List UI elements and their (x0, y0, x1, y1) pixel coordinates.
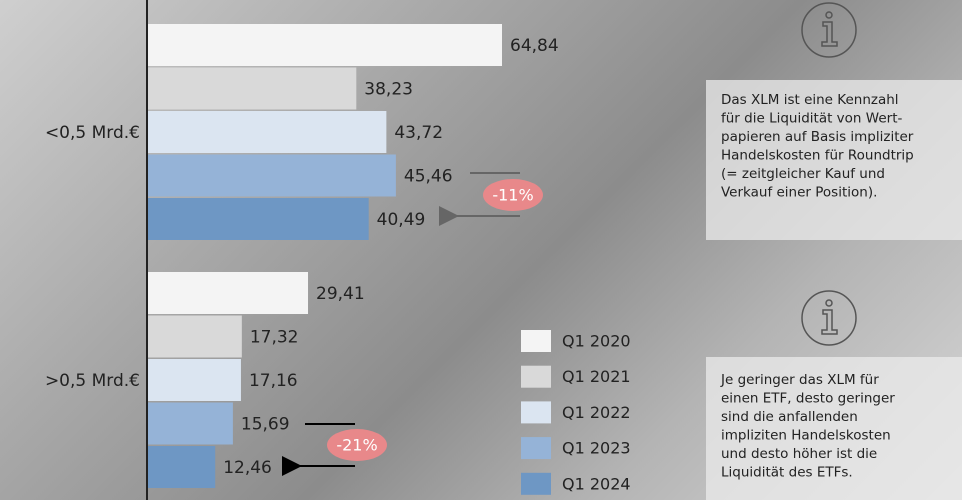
info-text: papieren auf Basis impliziter (721, 129, 914, 145)
value-label: 64,84 (510, 36, 559, 56)
bar (147, 402, 233, 445)
info-text: einen ETF, desto geringer (721, 391, 895, 407)
value-label: 17,32 (250, 328, 299, 348)
change-label: -11% (492, 186, 533, 205)
value-label: 38,23 (364, 80, 413, 100)
info-text: impliziten Handelskosten (721, 428, 891, 444)
info-text: sind die anfallenden (721, 409, 858, 425)
bar (147, 272, 309, 314)
value-label: 45,46 (404, 167, 453, 187)
legend-label: Q1 2023 (562, 439, 631, 458)
bar (147, 24, 502, 66)
info-text: Verkauf einer Position). (721, 185, 877, 201)
value-label: 43,72 (394, 123, 443, 143)
bar (147, 446, 216, 488)
bar (147, 111, 387, 153)
category-label: <0,5 Mrd.€ (45, 123, 140, 143)
value-label: 17,16 (249, 371, 298, 391)
bar (147, 315, 242, 358)
legend-swatch (521, 401, 551, 424)
info-box (706, 357, 962, 500)
info-box (706, 80, 962, 240)
value-label: 29,41 (316, 284, 365, 304)
info-text: und desto höher ist die (721, 446, 877, 462)
info-text: (= zeitgleicher Kauf und (721, 166, 885, 182)
info-text: Das XLM ist eine Kennzahl (721, 92, 899, 108)
info-icon (801, 2, 857, 58)
value-label: 15,69 (241, 415, 290, 435)
info-icon (801, 290, 857, 346)
change-badge (327, 429, 387, 461)
value-label: 40,49 (377, 210, 426, 230)
legend-label: Q1 2022 (562, 403, 631, 422)
bar (147, 154, 396, 197)
bar (147, 67, 357, 110)
legend-label: Q1 2021 (562, 367, 631, 386)
info-text: Handelskosten für Roundtrip (721, 148, 914, 164)
legend-swatch (521, 365, 551, 388)
legend-swatch (521, 437, 551, 460)
change-label: -21% (336, 436, 377, 455)
info-text: Je geringer das XLM für (720, 372, 879, 388)
info-text: Liquidität des ETFs. (721, 465, 853, 481)
category-label: >0,5 Mrd.€ (45, 371, 140, 391)
legend-swatch (521, 472, 551, 495)
value-label: 12,46 (223, 458, 272, 478)
bar (147, 198, 369, 240)
change-badge (483, 179, 543, 211)
info-text: für die Liquidität von Wert- (721, 111, 902, 127)
legend-swatch (521, 330, 551, 352)
legend-label: Q1 2024 (562, 474, 631, 493)
legend-label: Q1 2020 (562, 332, 631, 351)
bar (147, 359, 241, 401)
